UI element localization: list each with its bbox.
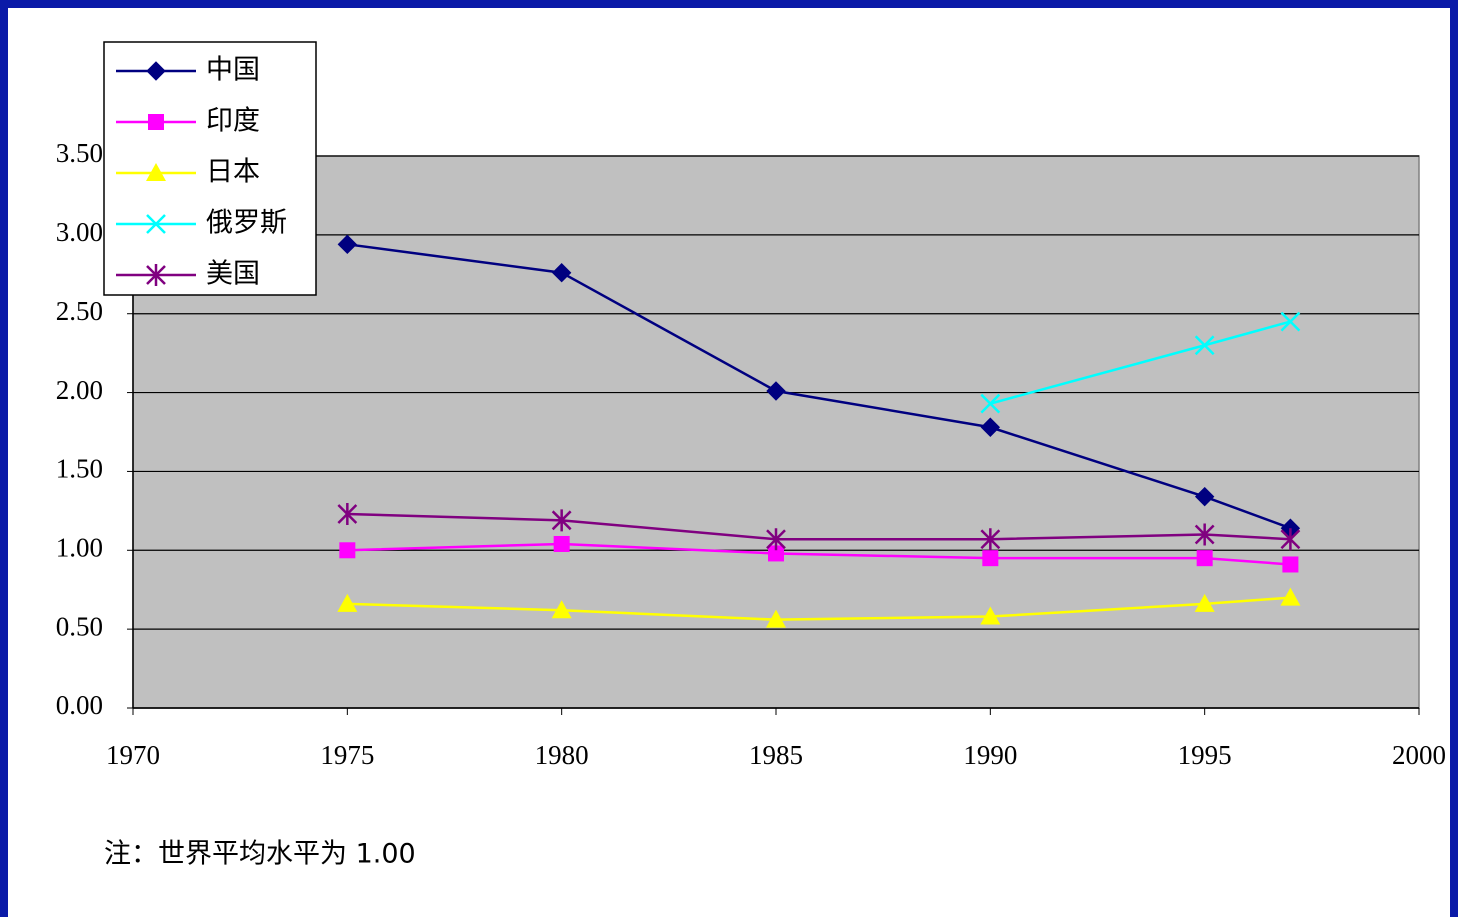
x-tick-label: 1985 bbox=[749, 740, 803, 770]
legend-label: 印度 bbox=[206, 106, 260, 137]
marker bbox=[1280, 311, 1301, 332]
legend-label: 美国 bbox=[206, 259, 260, 290]
legend-marker bbox=[146, 264, 166, 286]
y-tick-label: 1.00 bbox=[56, 532, 103, 562]
marker bbox=[766, 609, 786, 628]
y-tick-label: 0.50 bbox=[56, 611, 103, 641]
marker bbox=[551, 600, 572, 619]
y-tick-label: 0.00 bbox=[56, 690, 103, 720]
marker bbox=[766, 381, 786, 401]
y-tick-label: 3.00 bbox=[56, 217, 103, 247]
marker bbox=[1194, 335, 1215, 356]
y-tick-label: 3.50 bbox=[56, 138, 103, 168]
note: 注：世界平均水平为 1.00 bbox=[104, 839, 416, 870]
x-tick-label: 1975 bbox=[320, 740, 374, 770]
marker bbox=[553, 535, 570, 552]
marker bbox=[339, 542, 356, 559]
legend-marker bbox=[146, 61, 166, 81]
marker bbox=[980, 528, 1001, 551]
marker bbox=[1194, 523, 1215, 546]
marker bbox=[337, 234, 358, 255]
series-line bbox=[347, 542, 1291, 566]
x-tick-label: 1990 bbox=[963, 740, 1017, 770]
marker bbox=[551, 509, 572, 532]
marker bbox=[980, 417, 1001, 437]
series-line bbox=[347, 512, 1291, 541]
marker bbox=[1280, 587, 1301, 606]
marker bbox=[1194, 593, 1215, 612]
marker bbox=[1194, 486, 1215, 507]
marker bbox=[1196, 550, 1213, 567]
legend-label: 俄罗斯 bbox=[206, 208, 287, 239]
marker bbox=[551, 263, 572, 283]
legend-box bbox=[103, 41, 317, 296]
legend-label: 日本 bbox=[206, 157, 260, 188]
y-tick-label: 2.50 bbox=[56, 296, 103, 326]
x-tick-label: 2000 bbox=[1392, 740, 1446, 770]
x-tick-label: 1980 bbox=[535, 740, 589, 770]
marker bbox=[982, 550, 999, 567]
marker bbox=[1282, 556, 1299, 573]
marker bbox=[980, 393, 1001, 414]
series-line bbox=[347, 243, 1291, 530]
marker bbox=[1280, 528, 1301, 551]
x-tick-label: 1970 bbox=[106, 740, 160, 770]
y-tick-label: 1.50 bbox=[56, 454, 103, 484]
legend-marker bbox=[146, 163, 166, 181]
series-line bbox=[347, 596, 1291, 621]
marker bbox=[337, 503, 358, 526]
legend-marker bbox=[146, 214, 166, 234]
legend-label: 中国 bbox=[206, 55, 260, 86]
legend-marker bbox=[148, 114, 164, 130]
marker bbox=[980, 606, 1001, 625]
y-tick-label: 2.00 bbox=[56, 375, 103, 405]
marker bbox=[337, 593, 358, 612]
marker bbox=[768, 545, 784, 562]
x-tick-label: 1995 bbox=[1178, 740, 1232, 770]
marker bbox=[766, 528, 786, 551]
